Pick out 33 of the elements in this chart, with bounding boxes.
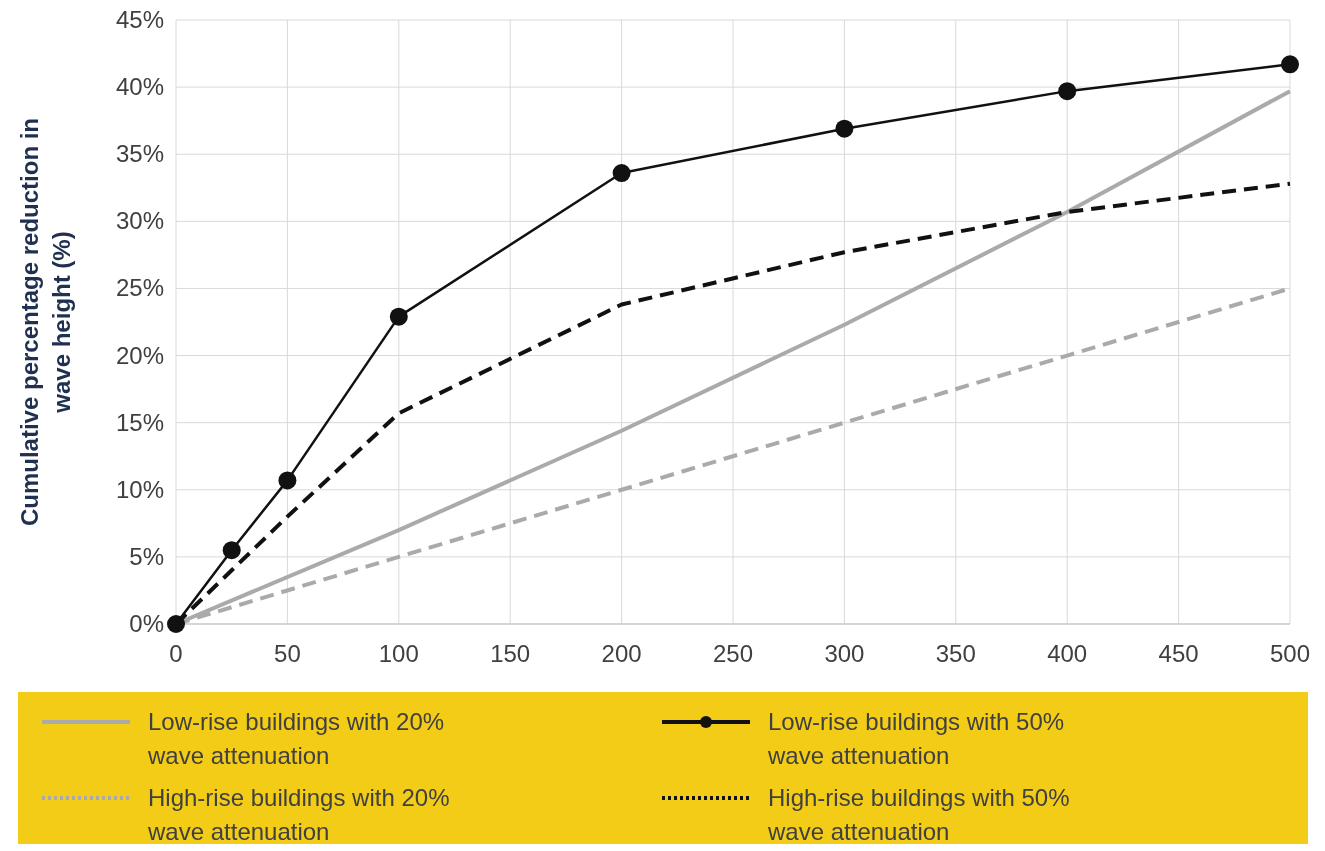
point [278,471,297,490]
y-tick-label: 15% [115,408,164,436]
y-tick-label: 10% [115,475,164,503]
y-tick-label: 25% [115,274,164,302]
point [1058,82,1077,101]
point [389,307,408,326]
legend-label: High-rise buildings with 50% wave attenuation [767,784,1070,845]
legend-label: Low-rise buildings with 50% wave attenuation [767,708,1065,769]
point [612,164,631,183]
x-tick-label: 200 [601,640,642,667]
y-tick-label: 30% [115,207,164,235]
x-tick-label: 400 [1047,640,1088,667]
x-tick-label: 300 [824,640,865,667]
point [1281,55,1299,74]
x-tick-label: 100 [378,640,419,667]
y-tick-label: 35% [115,140,164,168]
x-tick-label: 0 [169,640,183,667]
x-tick-label: 50 [274,640,301,667]
x-tick-label: 450 [1158,640,1199,667]
y-tick-label: 5% [129,542,164,570]
legend-label: Low-rise buildings with 20% wave attenuation [147,708,445,769]
y-tick-label: 45% [115,6,164,33]
y-tick-label: 0% [129,610,164,637]
point [222,541,241,560]
x-tick-label: 350 [935,640,976,667]
x-tick-label: 150 [490,640,531,667]
y-tick-label: 40% [115,73,164,101]
point [835,119,854,138]
y-axis-title: Cumulative percentage reduction in wave height (%) [16,117,75,527]
x-tick-label: 250 [712,640,754,667]
legend-label: High-rise buildings with 20% wave attenuation [147,784,450,845]
x-tick-label: 500 [1269,640,1311,667]
y-tick-label: 20% [115,341,164,369]
